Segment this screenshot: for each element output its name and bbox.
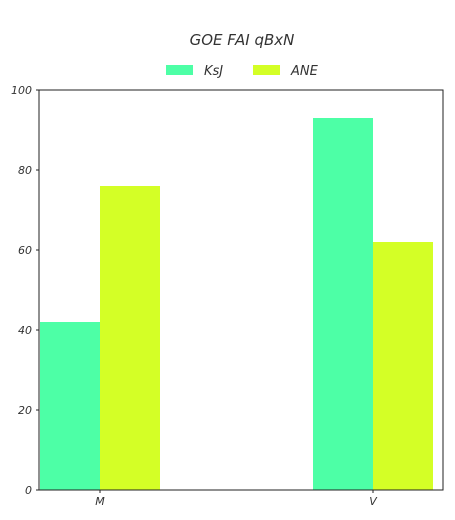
bar-ane-v [373,242,433,490]
legend-label-ane: ANE [290,64,319,79]
plot-area-frame [38,89,444,491]
y-tick-label: 100 [11,84,32,97]
y-tick-label: 40 [18,324,32,337]
y-axis: 0 20 40 60 80 100 [11,84,39,497]
bar-ksj-v [313,118,373,490]
bar-ane-m [100,186,160,490]
x-tick-label-v: V [369,495,378,508]
y-tick-label: 60 [18,244,32,257]
x-tick-label-m: M [95,495,105,508]
legend-swatch-ksj [166,65,193,75]
legend-label-ksj: KsJ [204,64,223,79]
y-tick-label: 0 [25,484,32,497]
y-tick-label: 20 [18,404,32,417]
chart-title: GOE FAI qBxN [190,31,295,49]
bars-group [40,118,433,490]
legend: KsJ ANE [166,64,319,79]
legend-swatch-ane [253,65,280,75]
bar-ksj-m [40,322,100,490]
y-tick-label: 80 [18,164,32,177]
